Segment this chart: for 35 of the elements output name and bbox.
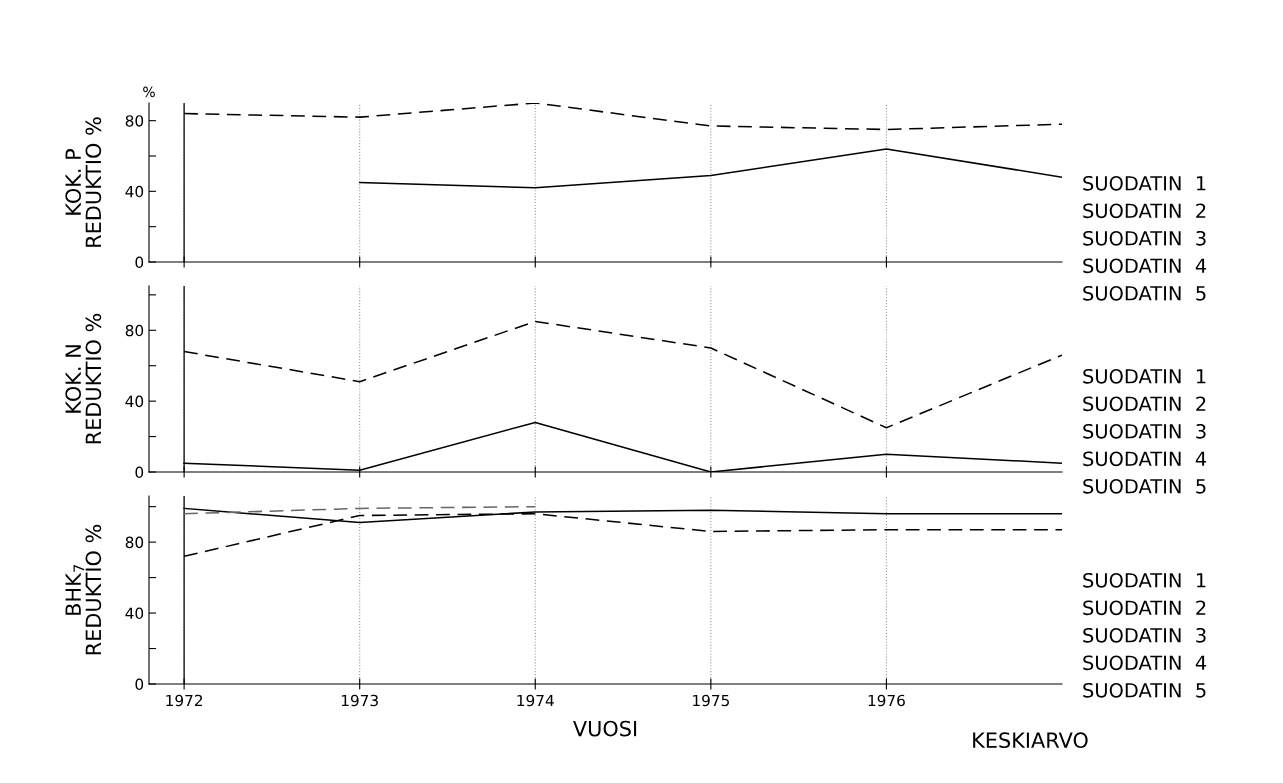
text: SUODATIN 5 (1083, 682, 1206, 698)
y-tick-label: 40 (125, 185, 144, 198)
text: SUODATIN 1 (1083, 175, 1206, 191)
text: SUODATIN 2 (1083, 600, 1206, 616)
text: SUODATIN 3 (1083, 423, 1206, 439)
text: SUODATIN 3 (1083, 627, 1206, 643)
text: SUODATIN 3 (1083, 230, 1206, 246)
y-axis-title: KOK. N REDUKTIO % (65, 313, 102, 444)
text: % (143, 86, 155, 98)
y-axis-title: KOK. P REDUKTIO % (65, 117, 102, 247)
text: SUODATIN 2 (1083, 396, 1206, 412)
x-tick-label: 1974 (517, 694, 554, 707)
text: SUODATIN 1 (1083, 572, 1206, 588)
y-tick-label: 0 (135, 466, 144, 479)
y-tick-label: 0 (135, 256, 144, 269)
y-tick-label: 0 (135, 678, 144, 691)
text: SUODATIN 4 (1083, 258, 1207, 274)
x-tick-label: 1972 (166, 694, 203, 707)
y-tick-label: 40 (125, 607, 144, 620)
y-tick-label: 40 (125, 395, 144, 408)
y-tick-label: 80 (125, 324, 144, 337)
text: KESKIARVO (973, 732, 1088, 749)
y-tick-label: 80 (125, 115, 144, 127)
x-tick-label: 1973 (341, 694, 378, 707)
x-tick-label: 1975 (693, 694, 729, 707)
y-axis-title: BHK$_{7}$ REDUKTIO % (65, 524, 102, 655)
x-tick-label: 1976 (868, 694, 905, 707)
text: SUODATIN 5 (1083, 478, 1206, 494)
text: SUODATIN 2 (1083, 203, 1206, 219)
x-axis-title: VUOSI (573, 720, 637, 737)
text: SUODATIN 4 (1083, 655, 1207, 671)
text: SUODATIN 4 (1083, 451, 1207, 467)
text: SUODATIN 1 (1083, 368, 1206, 384)
text: SUODATIN 5 (1083, 285, 1206, 301)
y-tick-label: 80 (125, 536, 144, 549)
